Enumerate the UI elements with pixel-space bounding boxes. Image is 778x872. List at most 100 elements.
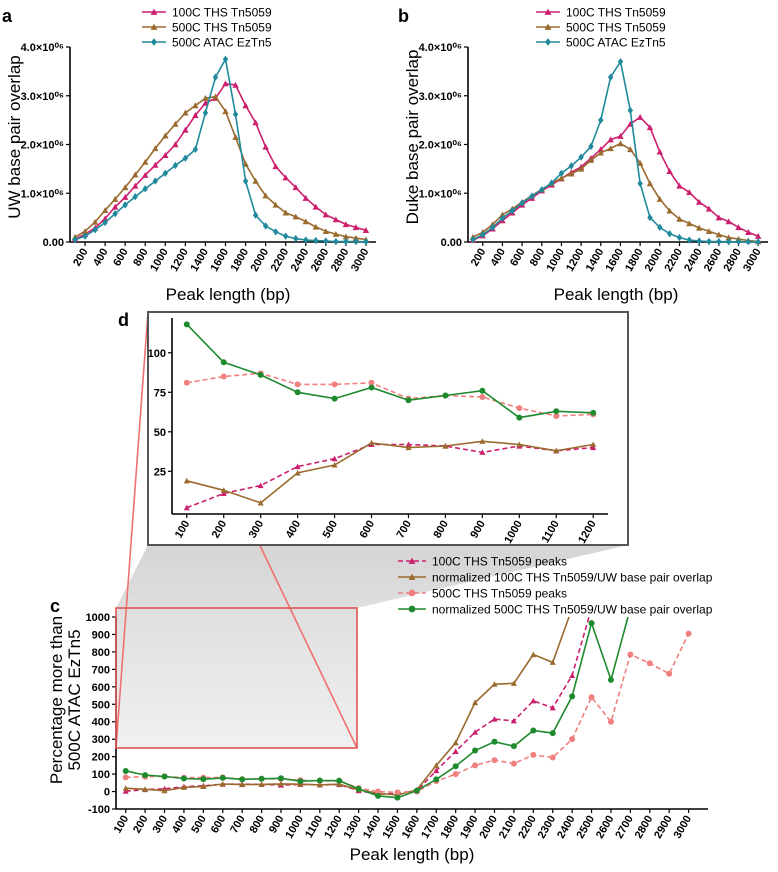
panel-c-xtick-label: 300	[151, 814, 171, 836]
panel-b-xtick-label: 3000	[741, 247, 764, 274]
panel-a-point-500c-atac-eztn5	[343, 237, 349, 246]
panel-c-xtick-label: 2200	[516, 814, 539, 841]
panel-d-point-normalized-100c-ths-tn5059-uw-base-pair-overlap	[516, 441, 523, 448]
panel-c-point-500c-ths-tn5059-peaks	[530, 751, 537, 758]
panel-a-point-500c-ths-tn5059	[302, 218, 309, 225]
panel-d-point-500c-ths-tn5059-peaks	[516, 405, 523, 412]
panel-d-point-normalized-500c-ths-tn5059-uw-base-pair-overlap	[590, 409, 597, 416]
panel-b-point-500c-ths-tn5059	[558, 174, 565, 181]
panel-d-point-500c-ths-tn5059-peaks	[553, 413, 560, 419]
panel-c-xtick-label: 2000	[477, 814, 500, 841]
panel-d-point-100c-ths-tn5059-peaks	[294, 463, 301, 470]
panel-a-xtick-label: 3000	[349, 247, 372, 274]
panel-d-point-100c-ths-tn5059-peaks	[220, 490, 227, 497]
panel-d-point-normalized-500c-ths-tn5059-uw-base-pair-overlap	[294, 389, 301, 396]
panel-c-xtick-label: 2700	[613, 814, 636, 841]
panel-c-point-normalized-500c-ths-tn5059-uw-base-pair-overlap	[530, 727, 537, 734]
panel-a-xtick-label: 1600	[208, 247, 231, 274]
panel-d-point-normalized-100c-ths-tn5059-uw-base-pair-overlap	[479, 438, 486, 444]
panel-a-point-100c-ths-tn5059	[192, 112, 199, 118]
panel-c-point-100c-ths-tn5059-peaks	[491, 716, 498, 722]
panel-c-ytick-label: 400	[92, 717, 110, 729]
panel-c-point-normalized-500c-ths-tn5059-uw-base-pair-overlap	[180, 775, 187, 782]
panel-b-point-100c-ths-tn5059	[656, 148, 664, 155]
panel-b-point-500c-atac-eztn5	[519, 199, 525, 207]
panel-c-legend-label-100c-ths-tn5059-peaks: 100C THS Tn5059 peaks	[432, 555, 567, 569]
panel-c-point-normalized-100c-ths-tn5059-uw-base-pair-overlap	[530, 651, 537, 658]
panel-c-xtick-label: 1600	[400, 814, 423, 841]
panel-b-xtick-label: 2400	[682, 247, 705, 274]
panel-b-ytick-label: 3.0×10⁰⁶	[419, 91, 462, 103]
panel-c-point-100c-ths-tn5059-peaks	[510, 717, 517, 724]
panel-d-point-normalized-100c-ths-tn5059-uw-base-pair-overlap	[220, 487, 227, 493]
panel-a-ytick-label: 2.0×10⁰⁶	[21, 140, 64, 152]
panel-b-point-500c-ths-tn5059	[636, 159, 644, 166]
panel-d-point-normalized-500c-ths-tn5059-uw-base-pair-overlap	[368, 384, 375, 391]
panel-a-point-500c-atac-eztn5	[112, 210, 118, 218]
panel-a-point-500c-atac-eztn5	[313, 236, 319, 245]
panel-a-point-500c-ths-tn5059	[322, 228, 330, 234]
panel-c-point-normalized-500c-ths-tn5059-uw-base-pair-overlap	[510, 743, 517, 750]
panel-c-point-normalized-100c-ths-tn5059-uw-base-pair-overlap	[549, 659, 556, 665]
panel-a-xtick-label: 2800	[329, 247, 352, 274]
panel-a-point-100c-ths-tn5059	[142, 172, 149, 178]
panel-a-point-100c-ths-tn5059	[262, 143, 269, 150]
panel-c-point-500c-ths-tn5059-peaks	[588, 694, 595, 701]
panel-c-ytick-label: 1000	[86, 612, 110, 624]
panel-a-series-500c-ths-tn5059	[71, 93, 370, 243]
panel-c-series-normalized-500c-ths-tn5059-uw-base-pair-overlap	[122, 616, 629, 801]
panel-b-point-100c-ths-tn5059	[705, 205, 713, 212]
panel-a-xtick-label: 600	[111, 247, 131, 269]
panel-b-point-500c-atac-eztn5	[755, 238, 761, 246]
panel-b-point-500c-atac-eztn5	[509, 207, 515, 215]
panel-a-point-100c-ths-tn5059	[182, 126, 189, 133]
zoom-box	[115, 607, 358, 749]
panel-b-legend-label-500c-ths-tn5059: 500C THS Tn5059	[566, 21, 666, 35]
panel-c-label: c	[50, 596, 60, 616]
panel-b-point-100c-ths-tn5059	[617, 133, 624, 139]
panel-c-point-500c-ths-tn5059-peaks	[569, 736, 576, 743]
panel-c-xtick-label: 3000	[672, 814, 695, 841]
panel-b-line-500c-ths-tn5059	[472, 142, 759, 243]
panel-a-point-100c-ths-tn5059	[162, 152, 169, 158]
panel-d-point-normalized-500c-ths-tn5059-uw-base-pair-overlap	[553, 408, 560, 415]
panel-d-plot	[183, 321, 597, 511]
panel-b-point-500c-atac-eztn5	[470, 235, 476, 244]
panel-b-xtick-label: 2800	[721, 247, 744, 274]
panel-d-point-normalized-500c-ths-tn5059-uw-base-pair-overlap	[220, 359, 227, 366]
panel-a-point-500c-ths-tn5059	[81, 228, 89, 234]
panel-b-series-500c-ths-tn5059	[469, 140, 762, 245]
panel-d-point-100c-ths-tn5059-peaks	[479, 449, 486, 455]
panel-c-legend-marker-100c-ths-tn5059-peaks	[408, 557, 416, 564]
panel-c-point-normalized-100c-ths-tn5059-uw-base-pair-overlap	[452, 739, 459, 746]
panel-c-legend: 100C THS Tn5059 peaks normalized 100C THS…	[398, 555, 713, 617]
panel-a-point-100c-ths-tn5059	[322, 211, 330, 218]
panel-a-point-500c-atac-eztn5	[222, 55, 229, 63]
panel-c-point-100c-ths-tn5059-peaks	[122, 788, 129, 794]
panel-a-point-500c-atac-eztn5	[132, 192, 138, 201]
panel-b-point-500c-ths-tn5059	[646, 180, 654, 187]
panel-c-point-normalized-100c-ths-tn5059-uw-base-pair-overlap	[277, 780, 284, 787]
panel-c-point-normalized-500c-ths-tn5059-uw-base-pair-overlap	[607, 676, 614, 683]
panel-a-label: a	[2, 6, 13, 26]
panel-c-point-100c-ths-tn5059-peaks	[452, 748, 459, 754]
panel-a-ylabel: UW base pair overlap	[5, 55, 24, 218]
panel-a-point-100c-ths-tn5059	[101, 215, 109, 222]
panel-b-point-500c-ths-tn5059	[715, 231, 723, 238]
panel-c-xtick-label: 2500	[575, 814, 598, 841]
panel-a-point-500c-atac-eztn5	[102, 218, 108, 227]
panel-b-legend-marker-500c-atac-eztn5	[545, 38, 551, 46]
panel-a-point-500c-atac-eztn5	[212, 73, 219, 81]
panel-a-point-500c-atac-eztn5	[92, 226, 98, 234]
panel-b-point-500c-atac-eztn5	[745, 238, 752, 246]
panel-c-legend-label-normalized-100c-ths-tn5059-uw-base-pair-overlap: normalized 100C THS Tn5059/UW base pair …	[432, 571, 713, 585]
panel-b-point-500c-ths-tn5059	[666, 207, 673, 214]
panel-d-point-500c-ths-tn5059-peaks	[183, 379, 190, 386]
panel-c-point-normalized-500c-ths-tn5059-uw-base-pair-overlap	[122, 767, 129, 774]
panel-c-ytick-label: 700	[92, 664, 110, 676]
panel-a-line-500c-atac-eztn5	[74, 56, 367, 243]
panel-c-legend-label-500c-ths-tn5059-peaks: 500C THS Tn5059 peaks	[432, 587, 567, 601]
panel-d-point-normalized-100c-ths-tn5059-uw-base-pair-overlap	[257, 499, 264, 506]
panel-b-point-500c-atac-eztn5	[647, 213, 653, 222]
